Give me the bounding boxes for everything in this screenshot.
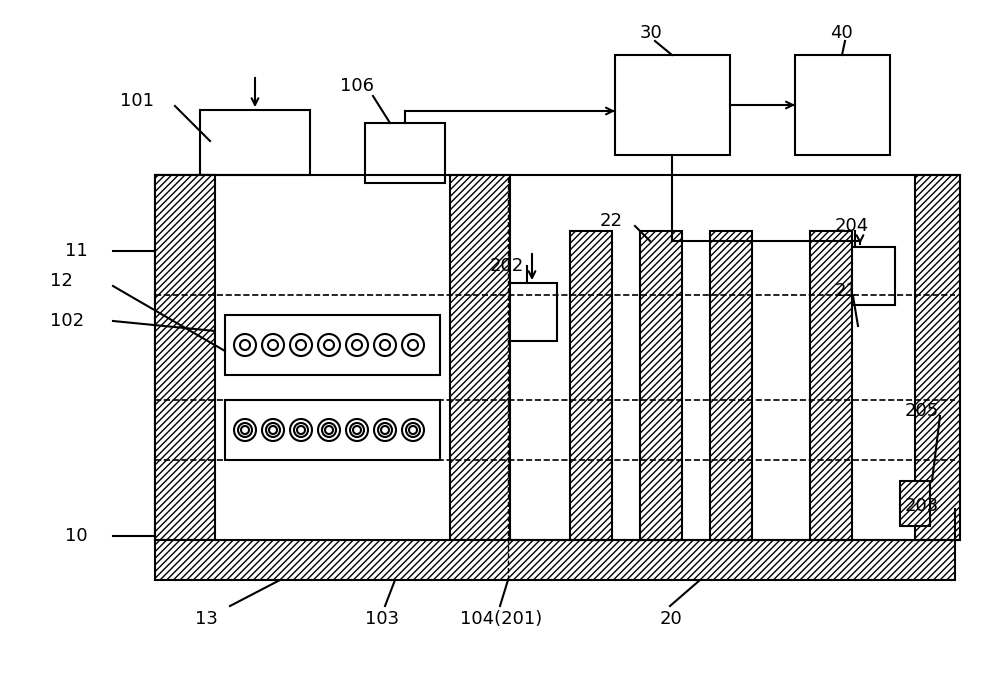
- Bar: [710, 231, 752, 540]
- Text: 101: 101: [120, 92, 154, 110]
- Bar: [225, 400, 440, 460]
- Bar: [215, 175, 450, 540]
- Bar: [570, 231, 612, 540]
- Text: 30: 30: [640, 24, 663, 42]
- Bar: [365, 123, 445, 183]
- Text: 11: 11: [65, 242, 88, 260]
- Text: 106: 106: [340, 77, 374, 95]
- Bar: [915, 175, 960, 540]
- Bar: [200, 110, 310, 175]
- Text: 103: 103: [365, 610, 399, 628]
- Text: 40: 40: [830, 24, 853, 42]
- Bar: [825, 247, 895, 305]
- Bar: [450, 175, 510, 540]
- Bar: [155, 175, 213, 540]
- Text: 102: 102: [50, 312, 84, 330]
- Text: 203: 203: [905, 497, 939, 515]
- Text: 202: 202: [490, 257, 524, 275]
- Text: 22: 22: [600, 212, 623, 230]
- Text: 20: 20: [660, 610, 683, 628]
- Bar: [507, 283, 557, 341]
- Bar: [225, 315, 440, 375]
- Bar: [810, 231, 852, 540]
- Bar: [155, 540, 955, 580]
- Bar: [795, 55, 890, 155]
- Bar: [155, 175, 215, 540]
- Text: 204: 204: [835, 217, 869, 235]
- Bar: [640, 231, 682, 540]
- Bar: [615, 55, 730, 155]
- Text: 21: 21: [835, 282, 858, 300]
- Text: 10: 10: [65, 527, 88, 545]
- Text: 13: 13: [195, 610, 218, 628]
- Bar: [900, 481, 930, 526]
- Text: 104(201): 104(201): [460, 610, 542, 628]
- Text: 205: 205: [905, 402, 939, 420]
- Text: 12: 12: [50, 272, 73, 290]
